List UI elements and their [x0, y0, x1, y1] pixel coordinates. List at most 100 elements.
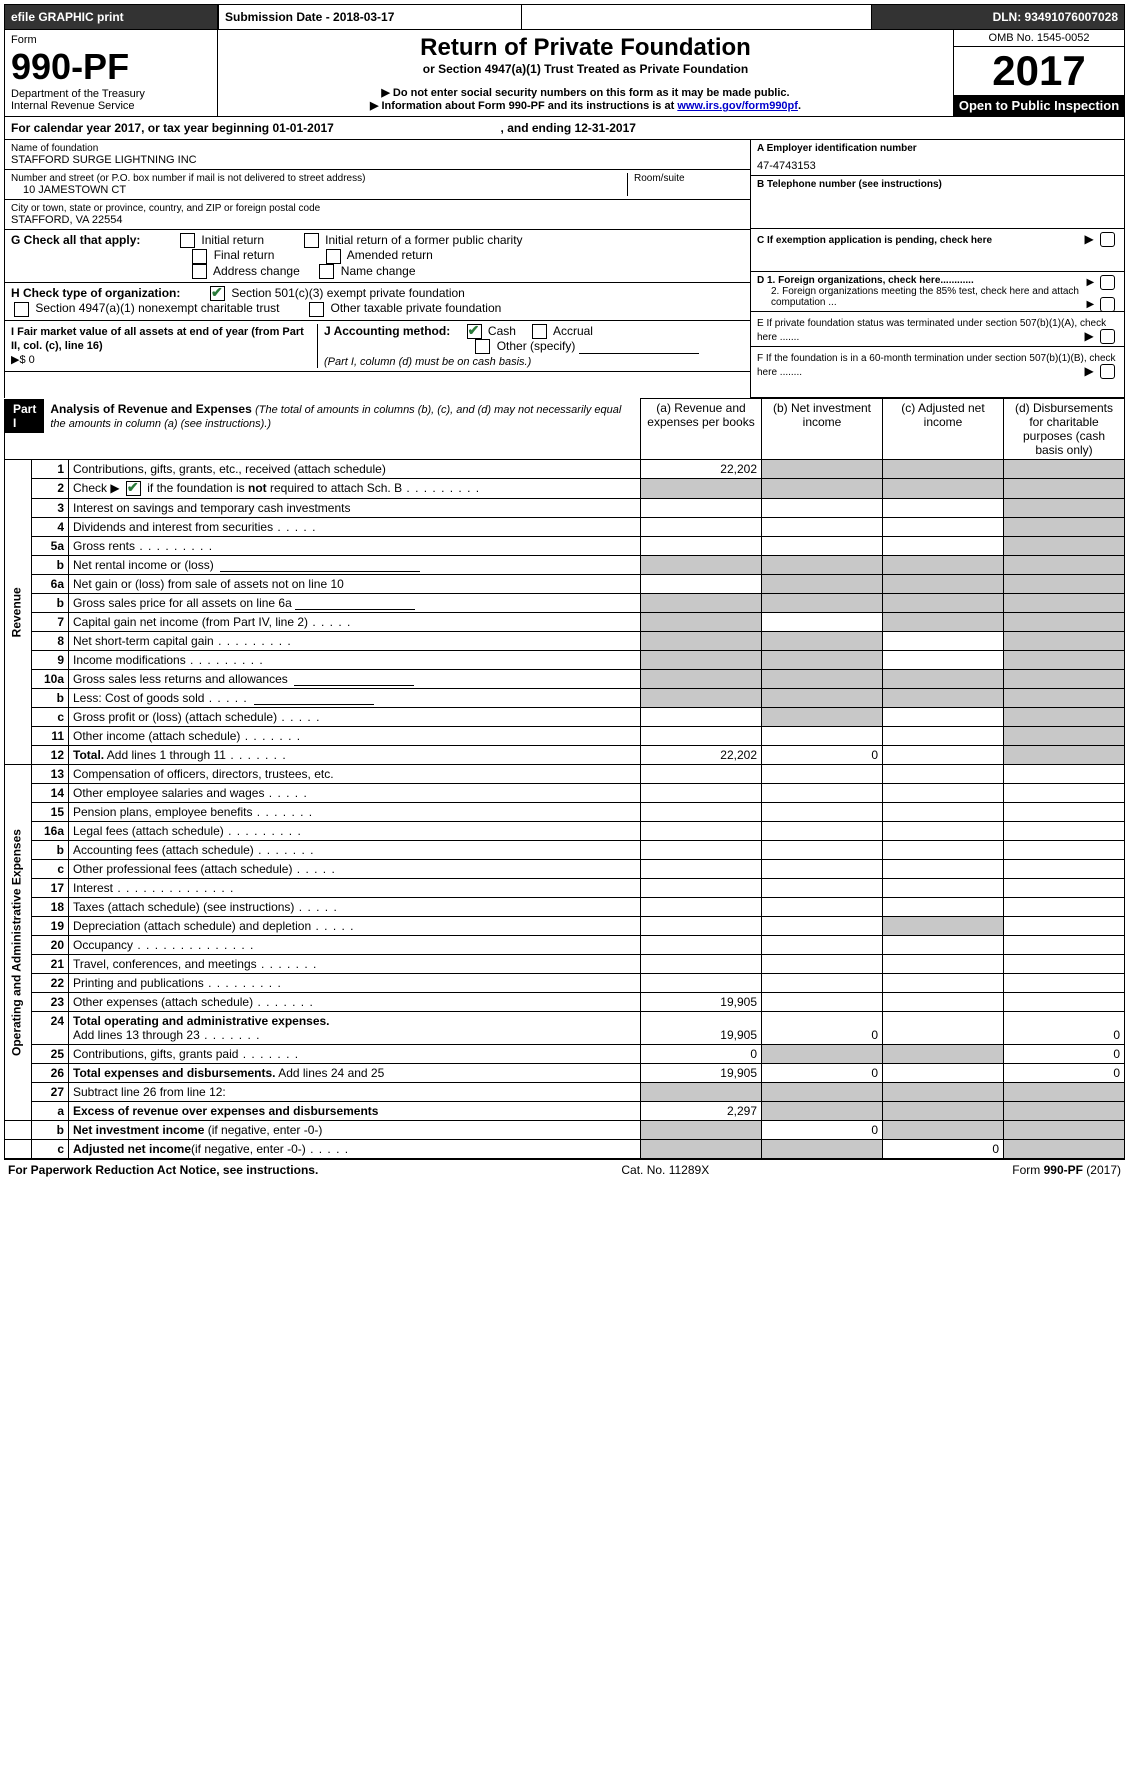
uline-5b: [220, 559, 420, 572]
street-cell: Number and street (or P.O. box number if…: [5, 170, 750, 200]
ein: 47-4743153: [757, 154, 1118, 172]
checkbox-d1[interactable]: [1100, 275, 1115, 290]
row-27c: c Adjusted net income(if negative, enter…: [5, 1140, 1125, 1159]
ln-25: 25: [32, 1045, 69, 1064]
j-cash: Cash: [488, 324, 516, 338]
desc-8: Net short-term capital gain: [69, 632, 641, 651]
row-22: 22 Printing and publications: [5, 974, 1125, 993]
header-center: Return of Private Foundation or Section …: [218, 30, 953, 116]
desc-6a: Net gain or (loss) from sale of assets n…: [69, 575, 641, 594]
desc-23: Other expenses (attach schedule): [69, 993, 641, 1012]
ein-cell: A Employer identification number 47-4743…: [751, 140, 1124, 176]
amt-12d: [1004, 746, 1125, 765]
j-label: J Accounting method:: [324, 324, 450, 338]
amt-25d: 0: [1004, 1045, 1125, 1064]
ln-14: 14: [32, 784, 69, 803]
checkbox-4947[interactable]: [14, 302, 29, 317]
row-21: 21 Travel, conferences, and meetings: [5, 955, 1125, 974]
ln-27b: b: [32, 1121, 69, 1140]
part1-header-row: Part I Analysis of Revenue and Expenses …: [5, 399, 1125, 460]
d-cell: D 1. Foreign organizations, check here..…: [751, 272, 1124, 312]
checkbox-name-change[interactable]: [319, 264, 334, 279]
amt-26c: [883, 1064, 1004, 1083]
desc-11: Other income (attach schedule): [69, 727, 641, 746]
row-10b: b Less: Cost of goods sold: [5, 689, 1125, 708]
part1-tab: Part I: [5, 399, 44, 433]
street-label: Number and street (or P.O. box number if…: [11, 173, 627, 184]
ln-21: 21: [32, 955, 69, 974]
desc-24: Total operating and administrative expen…: [69, 1012, 641, 1045]
h-label: H Check type of organization:: [11, 286, 180, 300]
header-right: OMB No. 1545-0052 2017 Open to Public In…: [953, 30, 1124, 116]
desc-6b: Gross sales price for all assets on line…: [69, 594, 641, 613]
row-5b: b Net rental income or (loss): [5, 556, 1125, 575]
row-13: Operating and Administrative Expenses 13…: [5, 765, 1125, 784]
desc-2: Check ▶ if the foundation is not require…: [69, 479, 641, 499]
ln-19: 19: [32, 917, 69, 936]
row-5a: 5a Gross rents: [5, 537, 1125, 556]
checkbox-schb[interactable]: [126, 481, 141, 496]
amt-3c: [883, 499, 1004, 518]
section-h: H Check type of organization: Section 50…: [5, 283, 750, 321]
ln-10c: c: [32, 708, 69, 727]
desc-10b: Less: Cost of goods sold: [69, 689, 641, 708]
city-cell: City or town, state or province, country…: [5, 200, 750, 230]
dln: DLN: 93491076007028: [871, 4, 1125, 30]
desc-18: Taxes (attach schedule) (see instruction…: [69, 898, 641, 917]
row-9: 9 Income modifications: [5, 651, 1125, 670]
efile-tag: efile GRAPHIC print: [4, 4, 218, 30]
checkbox-other-method[interactable]: [475, 339, 490, 354]
i-prefix: ▶$: [11, 354, 29, 366]
checkbox-initial-return[interactable]: [180, 233, 195, 248]
checkbox-f[interactable]: [1100, 364, 1115, 379]
j-note: (Part I, column (d) must be on cash basi…: [324, 356, 531, 368]
checkbox-501c3[interactable]: [210, 286, 225, 301]
checkbox-other-taxable[interactable]: [309, 302, 324, 317]
d2-label: 2. Foreign organizations meeting the 85%…: [771, 286, 1079, 308]
row-19: 19 Depreciation (attach schedule) and de…: [5, 917, 1125, 936]
row-15: 15 Pension plans, employee benefits: [5, 803, 1125, 822]
d2-end: required to attach Sch. B: [267, 481, 402, 495]
d2-post: if the foundation is: [144, 481, 248, 495]
desc-17: Interest: [69, 879, 641, 898]
amt-2d: [1004, 479, 1125, 499]
info-grid: Name of foundation STAFFORD SURGE LIGHTN…: [4, 140, 1125, 398]
g-label: G Check all that apply:: [11, 233, 140, 247]
amt-3b: [762, 499, 883, 518]
f-cell: F If the foundation is in a 60-month ter…: [751, 347, 1124, 398]
amt-12a: 22,202: [641, 746, 762, 765]
note-2: ▶ Information about Form 990-PF and its …: [224, 99, 947, 112]
checkbox-accrual[interactable]: [532, 324, 547, 339]
desc-16c: Other professional fees (attach schedule…: [69, 860, 641, 879]
amt-24d: 0: [1004, 1012, 1125, 1045]
footer-right: Form 990-PF (2017): [1012, 1163, 1121, 1177]
i-amount: 0: [29, 354, 35, 366]
checkbox-cash[interactable]: [467, 324, 482, 339]
ln-5b: b: [32, 556, 69, 575]
ln-27a: a: [32, 1102, 69, 1121]
amt-1b: [762, 460, 883, 479]
f-label: F If the foundation is in a 60-month ter…: [757, 353, 1116, 378]
g-c2: Final return: [214, 248, 275, 262]
checkbox-initial-former[interactable]: [304, 233, 319, 248]
part1-heading: Analysis of Revenue and Expenses: [50, 402, 251, 416]
ln-26: 26: [32, 1064, 69, 1083]
calendar-year-line: For calendar year 2017, or tax year begi…: [4, 117, 1125, 140]
instructions-link[interactable]: www.irs.gov/form990pf: [677, 100, 798, 112]
desc-27a: Excess of revenue over expenses and disb…: [69, 1102, 641, 1121]
desc-16a: Legal fees (attach schedule): [69, 822, 641, 841]
checkbox-e[interactable]: [1100, 329, 1115, 344]
ln-10b: b: [32, 689, 69, 708]
foundation-name: STAFFORD SURGE LIGHTNING INC: [11, 154, 744, 166]
checkbox-c[interactable]: [1100, 232, 1115, 247]
checkbox-final-return[interactable]: [192, 249, 207, 264]
amt-3d: [1004, 499, 1125, 518]
desc-10a: Gross sales less returns and allowances: [69, 670, 641, 689]
amt-27a-a: 2,297: [641, 1102, 762, 1121]
checkbox-address-change[interactable]: [192, 264, 207, 279]
top-bar: efile GRAPHIC print Submission Date - 20…: [4, 4, 1125, 30]
checkbox-amended[interactable]: [326, 249, 341, 264]
dept-2: Internal Revenue Service: [11, 100, 211, 112]
checkbox-d2[interactable]: [1100, 297, 1115, 312]
row-2: 2 Check ▶ if the foundation is not requi…: [5, 479, 1125, 499]
